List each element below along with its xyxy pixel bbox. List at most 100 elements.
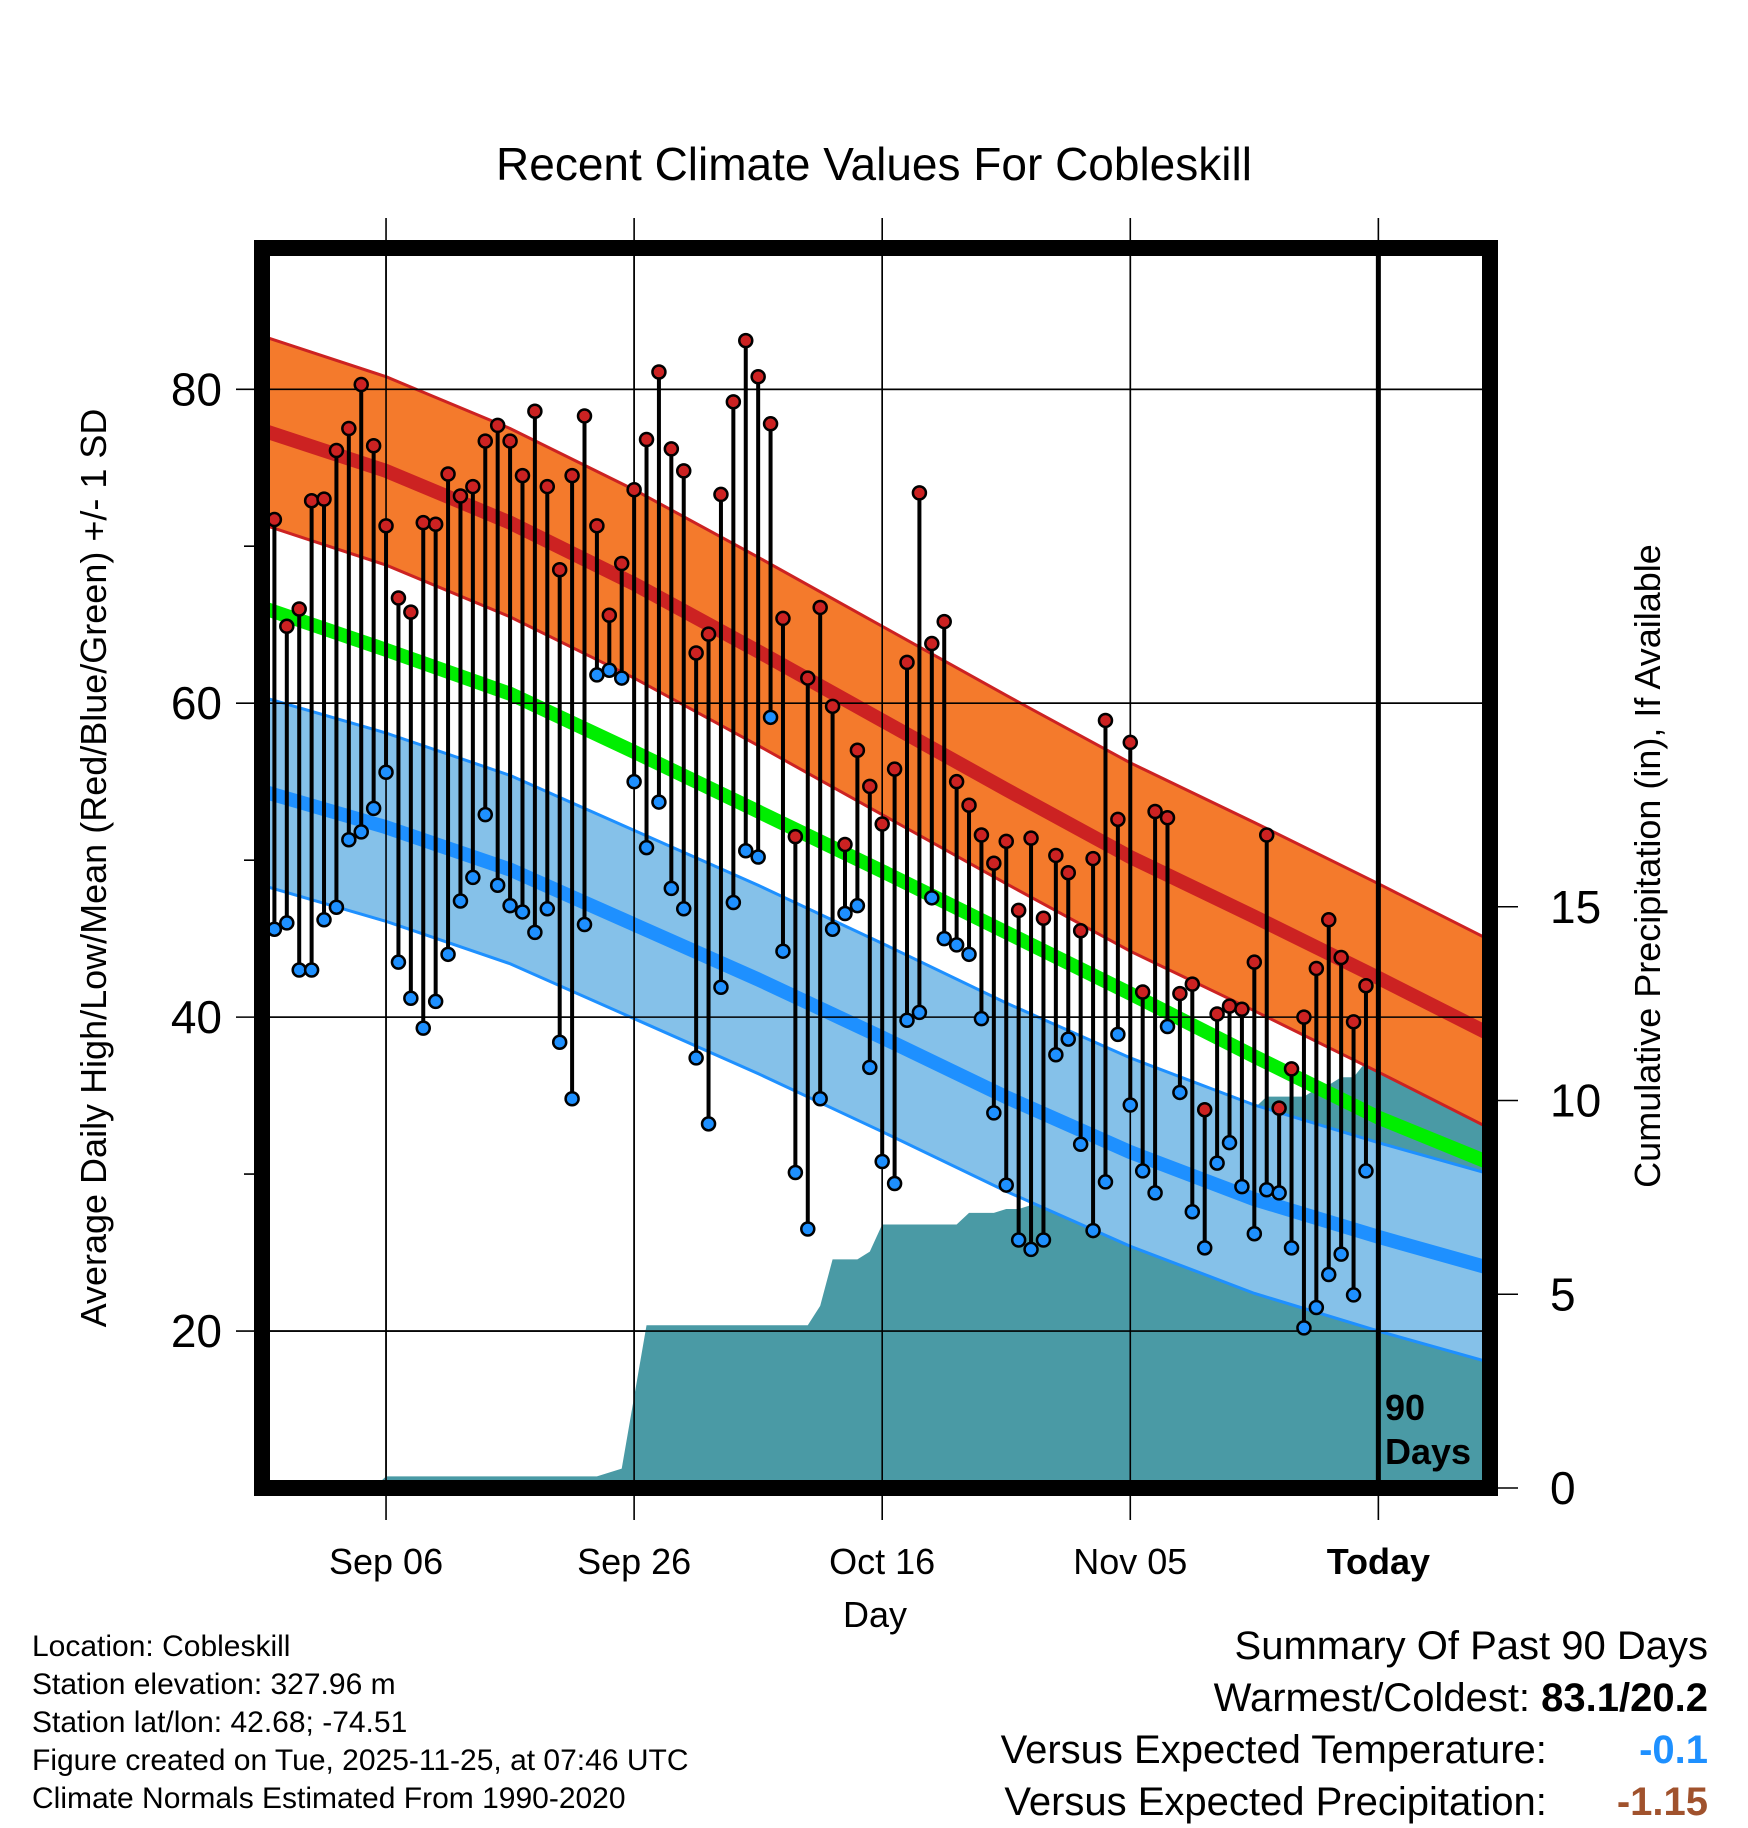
axes: Sep 06 Sep 26 Oct 16 Nov 05 Today 20 40 60 80 0 5 1… [171, 218, 1601, 1582]
daily-low-point [812, 1090, 828, 1107]
daily-high-point [613, 555, 630, 572]
daily-low-point [824, 921, 841, 937]
daily-high-point [874, 816, 890, 832]
daily-high-point [1097, 712, 1114, 729]
warmest-coldest-row: Warmest/Coldest: 83.1/20.2 [1001, 1672, 1708, 1724]
days-word-label: Days [1385, 1431, 1471, 1472]
daily-high-point [986, 855, 1002, 872]
daily-low-point [738, 842, 754, 859]
x-tick-label: Sep 26 [577, 1541, 691, 1582]
daily-high-point [1271, 1100, 1287, 1116]
daily-low-point [911, 1004, 928, 1021]
daily-high-point [787, 828, 804, 845]
daily-low-point [800, 1221, 816, 1237]
daily-high-point [452, 488, 469, 504]
daily-low-point [1246, 1225, 1263, 1242]
precipitation-label: Versus Expected Precipitation: [1004, 1780, 1547, 1824]
daily-high-point [527, 403, 543, 419]
daily-points [262, 332, 1374, 1336]
summary-title: Summary Of Past 90 Days [1234, 1624, 1708, 1668]
daily-high-point [514, 467, 531, 484]
daily-high-point [601, 607, 618, 624]
daily-high-point [1184, 976, 1201, 992]
daily-high-point [626, 481, 642, 498]
daily-high-point [1122, 734, 1139, 751]
daily-low-point [1345, 1287, 1362, 1303]
daily-high-point [849, 742, 866, 759]
daily-low-point [514, 904, 531, 920]
daily-low-point [961, 946, 977, 963]
daily-high-point [1072, 923, 1089, 939]
daily-high-point [551, 562, 568, 578]
y-axis-label: Average Daily High/Low/Mean (Red/Blue/Gr… [73, 409, 114, 1328]
daily-low-point [551, 1034, 568, 1050]
daily-high-point [1159, 810, 1176, 826]
temperature-row: Versus Expected Temperature: -0.1 [1001, 1724, 1708, 1776]
daily-low-point [663, 880, 680, 897]
daily-high-point [440, 466, 456, 482]
y2-tick-label: 10 [1550, 1075, 1601, 1127]
daily-low-point [353, 824, 369, 840]
daily-high-point [1221, 998, 1238, 1014]
daily-high-point [279, 618, 295, 635]
daily-low-point [762, 709, 779, 726]
daily-low-point [465, 869, 481, 886]
daily-low-point [1010, 1232, 1027, 1248]
daily-low-point [1296, 1320, 1312, 1336]
daily-range-stems [262, 340, 1368, 1328]
daily-high-point [886, 761, 903, 777]
daily-high-point [862, 778, 878, 795]
daily-low-point [427, 993, 444, 1010]
daily-high-point [713, 486, 729, 503]
daily-low-point [291, 962, 307, 978]
precipitation-row: Versus Expected Precipitation: -1.15 [1001, 1776, 1708, 1828]
daily-low-point [787, 1164, 804, 1181]
daily-high-point [973, 827, 990, 843]
daily-high-point [1234, 1001, 1250, 1018]
daily-high-point [762, 416, 779, 432]
daily-high-point [1258, 827, 1275, 843]
daily-high-point [427, 516, 444, 533]
daily-high-point [1110, 811, 1126, 828]
y2-tick-label: 15 [1550, 881, 1601, 933]
daily-high-point [390, 590, 407, 606]
daily-low-point [403, 990, 419, 1007]
daily-low-point [1035, 1232, 1052, 1248]
daily-high-point [1333, 949, 1349, 966]
daily-low-point [1110, 1026, 1126, 1043]
daily-high-point [961, 797, 977, 813]
daily-high-point [1010, 902, 1027, 919]
daily-low-point [638, 839, 655, 856]
daily-high-point [378, 518, 394, 534]
daily-high-point [403, 604, 419, 620]
daily-low-point [936, 930, 952, 947]
warmest-coldest-value: 83.1/20.2 [1541, 1676, 1708, 1720]
daily-high-point [291, 601, 307, 617]
daily-low-point [1085, 1222, 1101, 1239]
daily-low-point [675, 901, 692, 917]
daily-high-point [911, 485, 928, 501]
station-info: Location: Cobleskill Station elevation: … [32, 1628, 689, 1818]
daily-low-point [1221, 1134, 1238, 1151]
daily-low-point [713, 979, 729, 996]
daily-low-point [626, 773, 642, 790]
normals-text: Climate Normals Estimated From 1990-2020 [32, 1782, 626, 1815]
daily-high-point [824, 698, 841, 715]
daily-high-point [899, 654, 915, 671]
daily-low-point [440, 946, 456, 963]
daily-low-point [837, 905, 853, 922]
daily-high-point [1060, 864, 1077, 881]
daily-high-point [638, 431, 655, 448]
x-tick-label: Nov 05 [1073, 1541, 1187, 1582]
daily-low-point [1209, 1155, 1225, 1171]
precipitation-value: -1.15 [1616, 1780, 1708, 1824]
daily-low-point [502, 897, 518, 914]
daily-high-point [812, 599, 828, 616]
x-tick-label: Oct 16 [829, 1541, 935, 1582]
daily-low-point [452, 893, 469, 909]
elevation-text: Station elevation: 327.96 m [32, 1668, 396, 1701]
daily-low-point [1172, 1084, 1188, 1101]
daily-low-point [1072, 1136, 1089, 1153]
daily-low-point [1358, 1163, 1374, 1179]
